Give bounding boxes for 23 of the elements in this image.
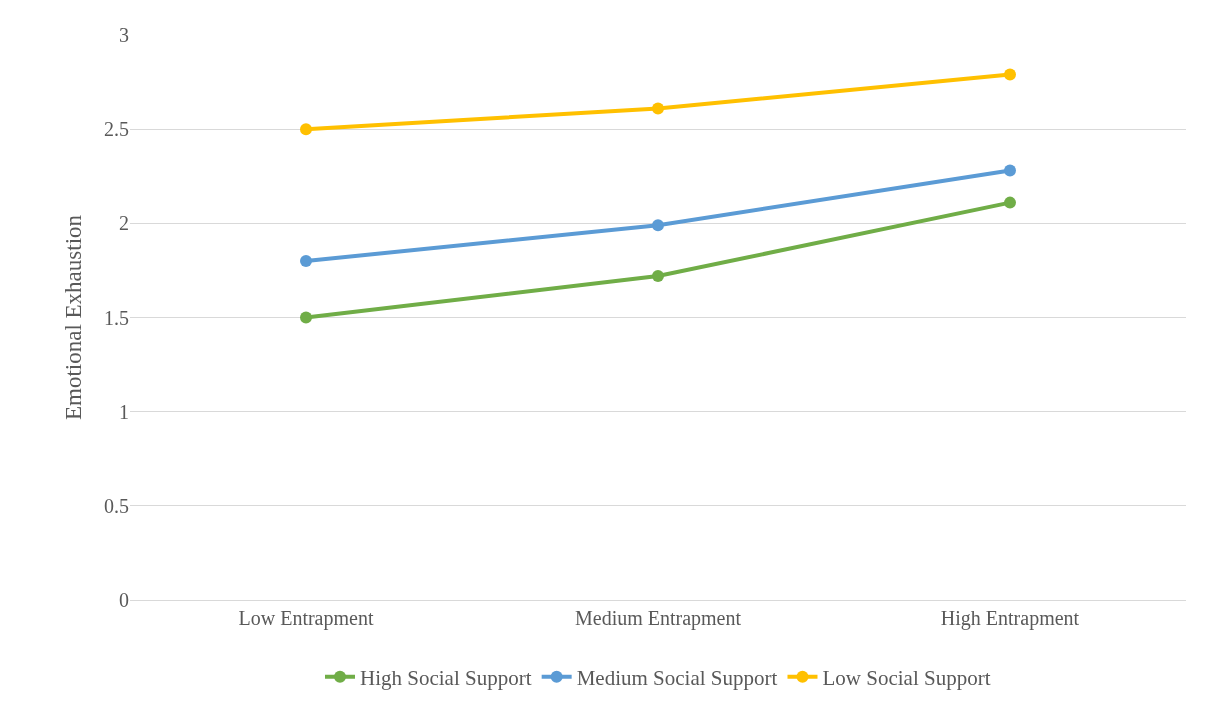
y-tick-label: 2 bbox=[119, 212, 129, 235]
point bbox=[652, 270, 664, 283]
y-tick-label: 3 bbox=[119, 24, 129, 46]
point bbox=[1004, 196, 1016, 209]
y-tick-label: 2.5 bbox=[104, 118, 129, 141]
x-tick-label: Low Entrapment bbox=[238, 607, 374, 630]
point bbox=[1004, 164, 1016, 177]
x-tick-label: Medium Entrapment bbox=[574, 607, 742, 630]
y-tick-label: 0.5 bbox=[104, 494, 129, 517]
point bbox=[300, 255, 312, 267]
y-axis-title: Emotional Exhaustion bbox=[61, 214, 87, 421]
y-tick-label: 1.5 bbox=[104, 306, 129, 329]
legend-label: Medium Social Support bbox=[576, 665, 778, 690]
x-tick-label: High Entrapment bbox=[940, 607, 1080, 630]
legend-label: High Social Support bbox=[360, 665, 532, 690]
point bbox=[300, 311, 312, 324]
point bbox=[300, 123, 312, 136]
point bbox=[652, 102, 664, 115]
legend-label: Low Social Support bbox=[822, 665, 991, 690]
point bbox=[652, 219, 664, 232]
y-tick-label: 0 bbox=[119, 589, 129, 611]
y-tick-label: 1 bbox=[119, 400, 129, 423]
point bbox=[1004, 68, 1016, 81]
